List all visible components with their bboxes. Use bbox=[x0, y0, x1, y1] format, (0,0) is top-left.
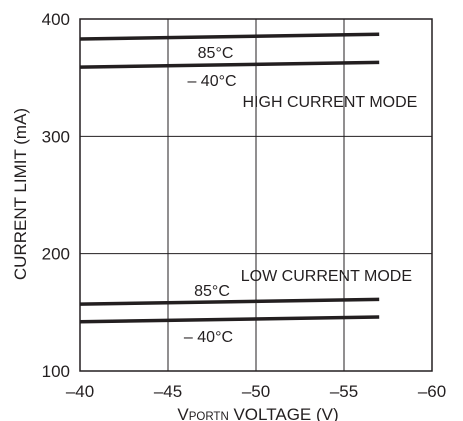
annotation-label: 85°C bbox=[194, 283, 230, 300]
series-line-0 bbox=[79, 32, 380, 41]
x-axis-label-prefix: V bbox=[177, 405, 189, 421]
series-line-3 bbox=[79, 315, 380, 324]
y-tick-label: 100 bbox=[42, 362, 70, 381]
x-tick-label: –45 bbox=[154, 382, 182, 401]
plot-frame bbox=[79, 18, 433, 372]
x-tick-label: –60 bbox=[418, 382, 446, 401]
x-tick-label: –50 bbox=[242, 382, 270, 401]
annotation-label: LOW CURRENT MODE bbox=[241, 268, 412, 285]
annotation-label: – 40°C bbox=[184, 329, 233, 346]
y-axis-label: CURRENT LIMIT (mA) bbox=[11, 108, 30, 280]
y-tick-labels: 100 200 300 400 bbox=[42, 10, 70, 381]
y-tick-label: 200 bbox=[42, 245, 70, 264]
series-line-2 bbox=[79, 297, 380, 306]
series-line-1 bbox=[79, 60, 380, 69]
x-tick-label: –40 bbox=[66, 382, 94, 401]
annotation-label: HIGH CURRENT MODE bbox=[243, 94, 418, 111]
series-lines bbox=[79, 32, 380, 324]
x-axis-label: VPORTN VOLTAGE (V) bbox=[177, 405, 338, 421]
x-tick-labels: –40 –45 –50 –55 –60 bbox=[66, 382, 446, 401]
x-axis-label-suffix: VOLTAGE (V) bbox=[229, 405, 339, 421]
annotation-label: 85°C bbox=[198, 45, 234, 62]
x-axis-label-subscript: PORTN bbox=[189, 411, 229, 421]
annotations: 85°C – 40°C HIGH CURRENT MODE LOW CURRENT M… bbox=[184, 45, 417, 346]
grid bbox=[80, 19, 432, 371]
annotation-label: – 40°C bbox=[187, 73, 236, 90]
y-tick-label: 400 bbox=[42, 10, 70, 29]
y-tick-label: 300 bbox=[42, 127, 70, 146]
x-tick-label: –55 bbox=[330, 382, 358, 401]
